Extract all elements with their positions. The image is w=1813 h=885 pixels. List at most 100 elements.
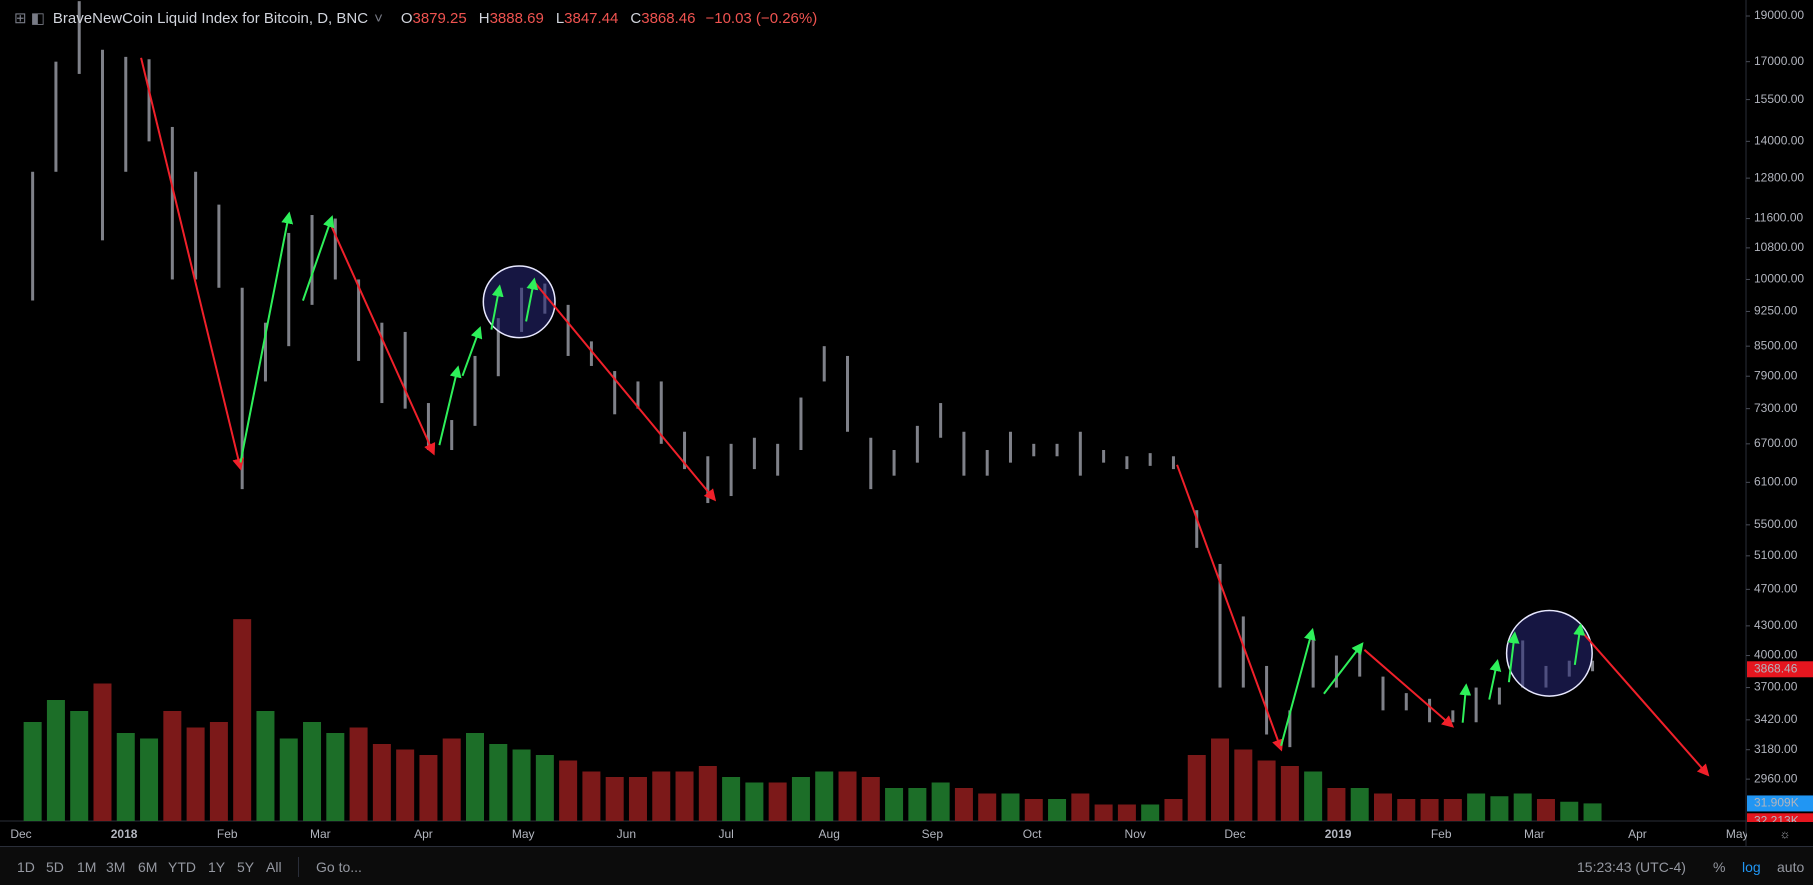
scale-option[interactable]: log [1742, 859, 1761, 875]
down-arrow[interactable] [1363, 649, 1455, 728]
price-bar [706, 456, 710, 504]
up-arrow[interactable] [1459, 683, 1472, 723]
dropdown-caret[interactable]: ˅ [374, 9, 383, 27]
y-tick-label: 7300.00 [1754, 401, 1798, 415]
volume-bar [652, 771, 671, 821]
price-bar [1334, 655, 1338, 688]
price-bar [194, 171, 198, 280]
x-tick-label: 2018 [111, 827, 138, 841]
down-arrow[interactable] [140, 57, 245, 471]
x-tick-label: Aug [819, 827, 840, 841]
price-bar [822, 346, 826, 382]
up-arrow[interactable] [438, 365, 462, 446]
y-tick-label: 11600.00 [1754, 211, 1803, 225]
price-bar [240, 287, 244, 490]
volume-bar [815, 771, 834, 821]
price-bar [1125, 456, 1129, 470]
range-button[interactable]: 5D [46, 859, 64, 875]
up-arrow[interactable] [525, 277, 539, 322]
y-tick-label: 15500.00 [1754, 92, 1804, 106]
price-bar [1404, 693, 1408, 711]
price-bar [1265, 665, 1269, 735]
up-arrow[interactable] [1280, 627, 1316, 747]
price-bar [636, 381, 640, 409]
up-arrow[interactable] [1573, 623, 1586, 665]
price-bar [962, 431, 966, 476]
volume-bar [1490, 796, 1509, 821]
volume-bar [163, 711, 182, 821]
goto-button[interactable]: Go to... [316, 859, 362, 875]
settings-icon[interactable]: ☼ [1780, 827, 1791, 841]
up-arrow[interactable] [490, 284, 504, 330]
scale-option[interactable]: % [1713, 859, 1726, 875]
up-arrow[interactable] [461, 326, 483, 377]
up-arrow[interactable] [1488, 659, 1502, 700]
y-tick-label: 3700.00 [1754, 680, 1798, 694]
y-tick-label: 4700.00 [1754, 582, 1798, 596]
price-bar [1288, 710, 1292, 748]
down-arrow[interactable] [534, 282, 717, 502]
volume-bar [1443, 799, 1462, 821]
range-button[interactable]: 1M [77, 859, 97, 875]
separator [298, 857, 299, 877]
y-tick-label: 12800.00 [1754, 170, 1804, 184]
up-arrow[interactable] [239, 211, 294, 463]
price-bar [1497, 687, 1501, 705]
price-bar [217, 204, 221, 288]
ohlc-value: 3879.25 [412, 9, 467, 27]
highlight-circle[interactable] [482, 265, 556, 339]
volume-bar [465, 733, 484, 821]
price-bar [1008, 431, 1012, 463]
symbol-title[interactable]: BraveNewCoin Liquid Index for Bitcoin, D… [52, 9, 369, 27]
volume-bar [1164, 799, 1183, 821]
volume-bar [1513, 793, 1532, 821]
volume-bar [838, 771, 857, 821]
price-tag [1747, 661, 1813, 678]
y-tick-label: 10800.00 [1754, 240, 1804, 254]
price-bar [380, 322, 384, 404]
y-tick-label: 3180.00 [1754, 742, 1798, 756]
price-bar [1078, 431, 1082, 476]
volume-bar [303, 722, 322, 821]
range-button[interactable]: 6M [138, 859, 158, 875]
price-bar [1381, 676, 1385, 711]
highlight-circle[interactable] [1505, 609, 1593, 697]
bottom-toolbar: 1D 5D 1M 3M 6M YTD 1Y 5Y All Go to... 15:23:43 (UT… [0, 846, 1813, 885]
legend-icons[interactable]: ⊞ ◧ [14, 10, 45, 27]
volume-bar [209, 722, 228, 821]
range-button[interactable]: 3M [106, 859, 126, 875]
price-bar [683, 431, 687, 470]
price-bar [1451, 710, 1455, 723]
down-arrow[interactable] [1577, 627, 1710, 777]
up-arrow[interactable] [301, 215, 335, 301]
price-bar [589, 341, 593, 366]
down-arrow[interactable] [328, 221, 436, 456]
x-tick-label: Jul [718, 827, 733, 841]
ohlc-values: O 3879.25 H 3888.69 L 3847.44 C 3868.46 [401, 10, 696, 27]
volume-bar [256, 711, 275, 821]
range-button[interactable]: 5Y [237, 859, 255, 875]
down-arrow[interactable] [1176, 464, 1284, 752]
price-bar [1218, 563, 1222, 688]
price-bar [147, 59, 151, 142]
price-bar [426, 403, 430, 451]
volume-bar [1117, 804, 1136, 821]
volume-bar [791, 777, 810, 821]
up-arrow[interactable] [1507, 631, 1520, 683]
scale-option[interactable]: auto [1777, 859, 1805, 875]
y-tick-label: 2960.00 [1754, 771, 1798, 785]
volume-bar [489, 744, 508, 821]
ohlc-key: H [478, 9, 490, 27]
change: −10.03 (−0.26%) [705, 9, 818, 27]
volume-bar [233, 619, 252, 821]
volume-bar [23, 722, 42, 821]
y-tick-label: 14000.00 [1754, 134, 1804, 148]
range-button[interactable]: 1D [17, 859, 35, 875]
range-button[interactable]: 1Y [208, 859, 226, 875]
volume-bar [768, 782, 787, 821]
range-button[interactable]: All [266, 859, 282, 875]
volume-bar [698, 766, 717, 821]
volume-bar [1141, 804, 1160, 821]
range-button[interactable]: YTD [168, 859, 196, 875]
up-arrow[interactable] [1323, 642, 1364, 695]
